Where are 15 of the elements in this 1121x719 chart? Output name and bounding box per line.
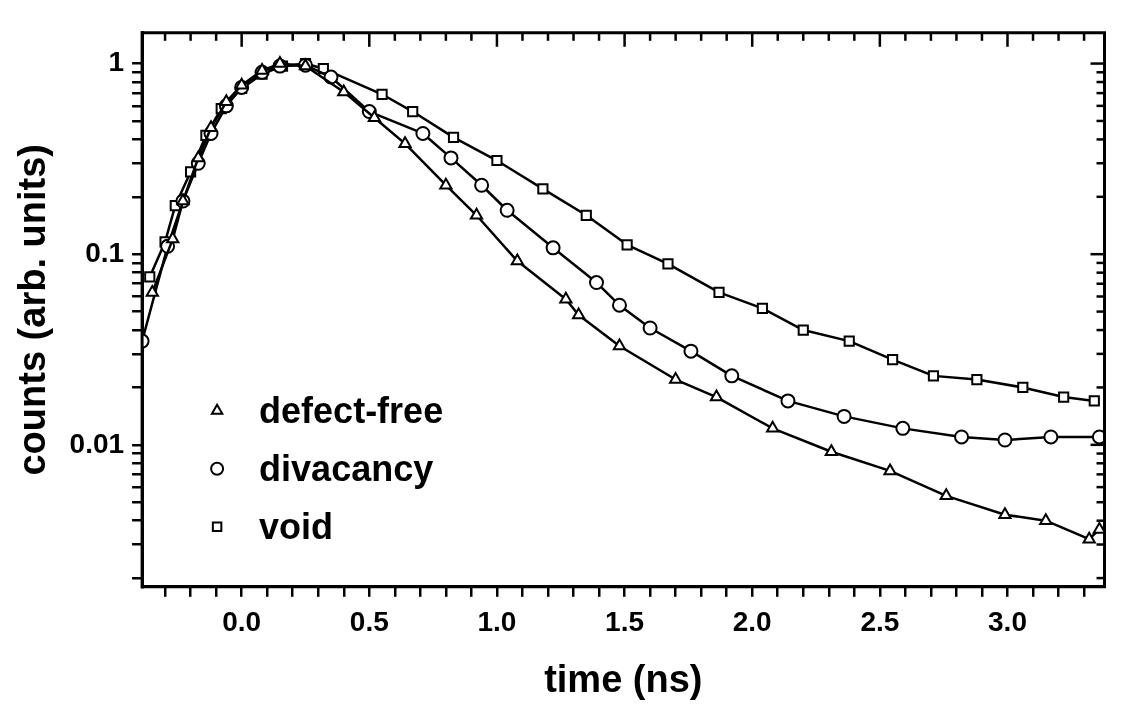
x-tick-label: 2.0 — [732, 606, 772, 638]
x-tick-label: 1.0 — [477, 606, 517, 638]
y-tick-label: 0.01 — [69, 427, 125, 459]
legend-label: divacancy — [259, 447, 434, 489]
legend-label: void — [259, 505, 334, 547]
text: 0.0 — [222, 606, 262, 638]
x-axis-title: time (ns) — [544, 657, 703, 700]
x-tick-label: 0.5 — [349, 606, 389, 638]
x-tick-label: 1.5 — [605, 606, 645, 638]
y-tick-label: 0.1 — [85, 236, 125, 268]
legend-label: defect-free — [259, 389, 444, 431]
x-tick-label: 3.0 — [988, 606, 1027, 638]
y-axis-title: counts (arb. units) — [11, 144, 54, 476]
y-tick-label: 1 — [108, 46, 125, 78]
x-tick-label: 2.5 — [860, 606, 900, 638]
